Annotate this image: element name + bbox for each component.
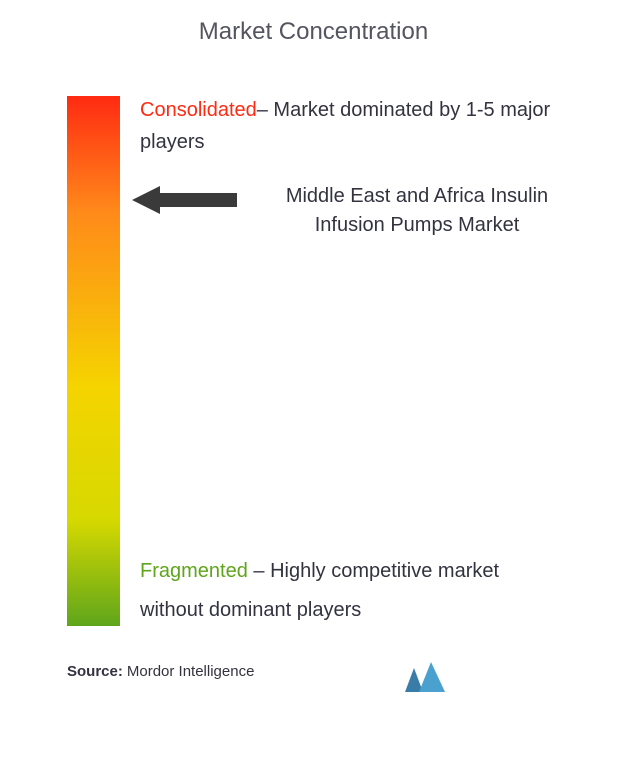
source-value: Mordor Intelligence xyxy=(127,663,255,680)
fragmented-key: Fragmented xyxy=(140,560,248,582)
arrow-left-icon xyxy=(132,186,237,214)
market-name-label: Middle East and Africa Insulin Infusion … xyxy=(252,182,582,240)
consolidated-key: Consolidated xyxy=(140,99,257,121)
fragmented-label: Fragmented – Highly competitive market w… xyxy=(140,552,560,630)
source-line: Source: Mordor Intelligence xyxy=(67,663,567,680)
mordor-logo-icon xyxy=(405,662,445,692)
concentration-gradient-bar xyxy=(67,96,120,626)
page-title: Market Concentration xyxy=(0,0,627,46)
source-key: Source: xyxy=(67,663,123,680)
consolidated-label: Consolidated– Market dominated by 1-5 ma… xyxy=(140,94,560,158)
